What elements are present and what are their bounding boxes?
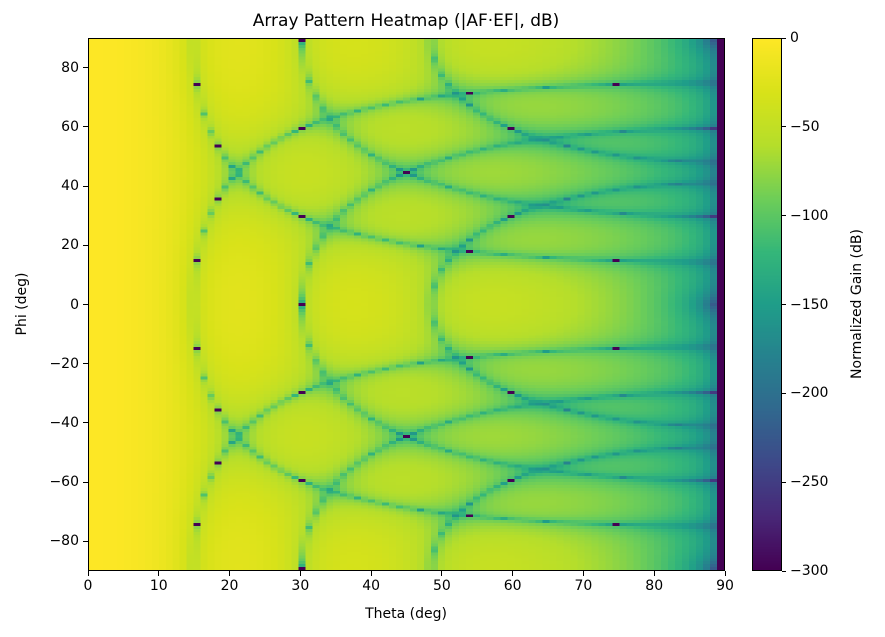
- x-tick-mark: [87, 571, 89, 576]
- y-tick-mark: [83, 540, 88, 542]
- y-tick-mark: [83, 304, 88, 305]
- y-tick-mark: [83, 126, 88, 128]
- x-tick-label: 10: [149, 578, 168, 594]
- x-tick-mark: [724, 571, 726, 576]
- y-tick-mark: [83, 67, 88, 69]
- y-tick-label: −60: [49, 474, 79, 491]
- x-tick-mark: [370, 571, 372, 576]
- colorbar-gradient-canvas: [753, 39, 781, 570]
- y-tick-label: −20: [49, 355, 79, 372]
- x-tick-mark: [229, 571, 231, 576]
- y-tick-label: 40: [61, 178, 79, 195]
- colorbar-tick-mark: [782, 304, 786, 305]
- colorbar-tick-mark: [782, 570, 786, 572]
- y-tick-mark: [83, 363, 88, 365]
- chart-title: Array Pattern Heatmap (|AF·EF|, dB): [252, 11, 560, 31]
- x-tick-label: 90: [716, 578, 734, 594]
- y-tick-label: 0: [70, 296, 79, 313]
- y-tick-mark: [83, 422, 88, 424]
- x-tick-mark: [653, 571, 655, 576]
- colorbar-tick-label: −50: [790, 118, 820, 135]
- colorbar-tick-label: −200: [790, 385, 829, 402]
- y-tick-label: 20: [61, 237, 79, 254]
- x-tick-mark: [512, 571, 514, 576]
- colorbar-tick-label: −250: [790, 474, 829, 491]
- y-tick-mark: [83, 185, 88, 187]
- y-tick-mark: [83, 244, 88, 246]
- y-axis-label: Phi (deg): [14, 272, 30, 336]
- colorbar-tick-mark: [782, 481, 786, 483]
- y-tick-label: 80: [61, 59, 79, 76]
- x-tick-label: 30: [291, 578, 310, 594]
- heatmap-canvas: [89, 39, 724, 570]
- colorbar: [752, 38, 782, 571]
- x-tick-label: 0: [83, 578, 93, 594]
- colorbar-label: Normalized Gain (dB): [849, 229, 865, 379]
- y-tick-label: 60: [61, 118, 79, 135]
- x-tick-mark: [299, 571, 301, 576]
- colorbar-tick-mark: [782, 392, 786, 394]
- colorbar-tick-mark: [782, 126, 786, 128]
- colorbar-tick-label: −100: [790, 207, 829, 224]
- y-tick-label: −40: [49, 414, 79, 431]
- colorbar-tick-mark: [782, 215, 786, 217]
- x-tick-label: 20: [220, 578, 239, 594]
- colorbar-tick-label: 0: [790, 30, 799, 46]
- x-tick-label: 40: [362, 578, 381, 594]
- x-tick-label: 80: [645, 578, 664, 594]
- x-tick-mark: [158, 571, 160, 576]
- x-tick-mark: [441, 571, 443, 576]
- x-tick-label: 50: [432, 578, 451, 594]
- x-tick-label: 70: [574, 578, 593, 594]
- colorbar-tick-label: −300: [790, 563, 829, 579]
- x-tick-mark: [582, 571, 584, 576]
- x-axis-label: Theta (deg): [365, 606, 447, 622]
- x-tick-label: 60: [503, 578, 522, 594]
- y-tick-mark: [83, 481, 88, 483]
- y-tick-label: −80: [49, 533, 79, 550]
- colorbar-tick-label: −150: [790, 296, 829, 313]
- plot-area: [88, 38, 725, 571]
- colorbar-tick-mark: [782, 37, 786, 39]
